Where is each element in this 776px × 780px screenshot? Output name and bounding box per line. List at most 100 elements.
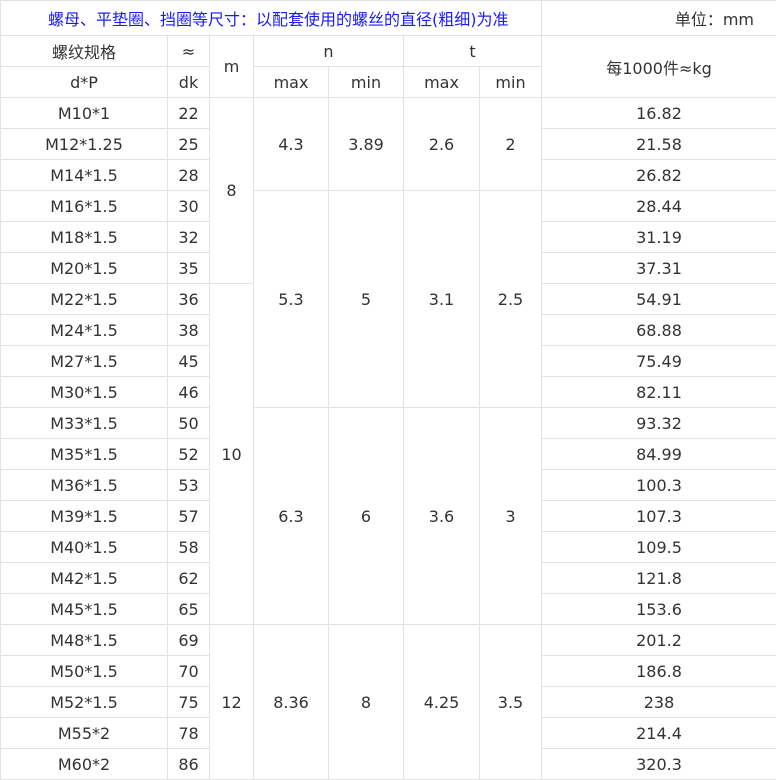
thread-spec-cell: M33*1.5 [1, 408, 168, 439]
header-t-min: min [480, 67, 542, 98]
t-min-cell: 2 [480, 98, 542, 191]
dk-cell: 30 [168, 191, 210, 222]
m-cell: 8 [210, 98, 254, 284]
n-max-cell: 4.3 [254, 98, 329, 191]
dk-cell: 35 [168, 253, 210, 284]
dk-cell: 57 [168, 501, 210, 532]
weight-cell: 54.91 [542, 284, 776, 315]
weight-cell: 100.3 [542, 470, 776, 501]
thread-spec-cell: M27*1.5 [1, 346, 168, 377]
n-max-cell: 6.3 [254, 408, 329, 625]
dk-cell: 25 [168, 129, 210, 160]
dk-cell: 65 [168, 594, 210, 625]
t-min-cell: 3 [480, 408, 542, 625]
weight-cell: 186.8 [542, 656, 776, 687]
header-spec: 螺纹规格 [1, 36, 168, 67]
dk-cell: 45 [168, 346, 210, 377]
weight-cell: 21.58 [542, 129, 776, 160]
dk-cell: 38 [168, 315, 210, 346]
thread-spec-cell: M22*1.5 [1, 284, 168, 315]
weight-cell: 109.5 [542, 532, 776, 563]
weight-cell: 238 [542, 687, 776, 718]
header-n-max: max [254, 67, 329, 98]
thread-spec-cell: M50*1.5 [1, 656, 168, 687]
header-t-max: max [404, 67, 480, 98]
dk-cell: 86 [168, 749, 210, 780]
dk-cell: 50 [168, 408, 210, 439]
thread-spec-cell: M48*1.5 [1, 625, 168, 656]
dk-cell: 22 [168, 98, 210, 129]
weight-cell: 82.11 [542, 377, 776, 408]
dk-cell: 58 [168, 532, 210, 563]
n-min-cell: 3.89 [329, 98, 404, 191]
weight-cell: 84.99 [542, 439, 776, 470]
header-dk-approx: ≈ [168, 36, 210, 67]
weight-cell: 153.6 [542, 594, 776, 625]
dk-cell: 52 [168, 439, 210, 470]
weight-cell: 31.19 [542, 222, 776, 253]
dk-cell: 32 [168, 222, 210, 253]
m-cell: 12 [210, 625, 254, 780]
t-min-cell: 2.5 [480, 191, 542, 408]
dk-cell: 53 [168, 470, 210, 501]
weight-cell: 107.3 [542, 501, 776, 532]
dk-cell: 78 [168, 718, 210, 749]
dk-cell: 70 [168, 656, 210, 687]
title-row: 螺母、平垫圈、挡圈等尺寸：以配套使用的螺丝的直径(粗细)为准 单位：mm [1, 1, 776, 36]
unit-label: 单位：mm [542, 1, 776, 36]
n-min-cell: 5 [329, 191, 404, 408]
t-max-cell: 3.6 [404, 408, 480, 625]
weight-cell: 75.49 [542, 346, 776, 377]
n-min-cell: 8 [329, 625, 404, 780]
thread-spec-cell: M60*2 [1, 749, 168, 780]
thread-spec-cell: M30*1.5 [1, 377, 168, 408]
header-dp: d*P [1, 67, 168, 98]
thread-spec-cell: M12*1.25 [1, 129, 168, 160]
thread-spec-cell: M52*1.5 [1, 687, 168, 718]
dk-cell: 62 [168, 563, 210, 594]
t-max-cell: 4.25 [404, 625, 480, 780]
m-cell: 10 [210, 284, 254, 625]
dk-cell: 75 [168, 687, 210, 718]
weight-cell: 16.82 [542, 98, 776, 129]
thread-spec-cell: M14*1.5 [1, 160, 168, 191]
weight-cell: 320.3 [542, 749, 776, 780]
header-row-1: 螺纹规格 ≈ m n t 每1000件≈kg [1, 36, 776, 67]
thread-spec-cell: M20*1.5 [1, 253, 168, 284]
weight-cell: 26.82 [542, 160, 776, 191]
header-n: n [254, 36, 404, 67]
t-max-cell: 2.6 [404, 98, 480, 191]
thread-spec-cell: M40*1.5 [1, 532, 168, 563]
weight-cell: 214.4 [542, 718, 776, 749]
header-t: t [404, 36, 542, 67]
thread-spec-cell: M10*1 [1, 98, 168, 129]
header-n-min: min [329, 67, 404, 98]
header-m: m [210, 36, 254, 98]
dk-cell: 46 [168, 377, 210, 408]
header-dk: dk [168, 67, 210, 98]
weight-cell: 93.32 [542, 408, 776, 439]
thread-spec-cell: M36*1.5 [1, 470, 168, 501]
thread-spec-cell: M24*1.5 [1, 315, 168, 346]
thread-spec-cell: M45*1.5 [1, 594, 168, 625]
t-max-cell: 3.1 [404, 191, 480, 408]
weight-cell: 68.88 [542, 315, 776, 346]
weight-cell: 28.44 [542, 191, 776, 222]
thread-spec-cell: M18*1.5 [1, 222, 168, 253]
n-max-cell: 8.36 [254, 625, 329, 780]
n-min-cell: 6 [329, 408, 404, 625]
t-min-cell: 3.5 [480, 625, 542, 780]
thread-spec-cell: M55*2 [1, 718, 168, 749]
dk-cell: 69 [168, 625, 210, 656]
thread-spec-cell: M42*1.5 [1, 563, 168, 594]
thread-spec-cell: M16*1.5 [1, 191, 168, 222]
n-max-cell: 5.3 [254, 191, 329, 408]
thread-spec-cell: M39*1.5 [1, 501, 168, 532]
table-title: 螺母、平垫圈、挡圈等尺寸：以配套使用的螺丝的直径(粗细)为准 [1, 1, 542, 36]
weight-cell: 201.2 [542, 625, 776, 656]
